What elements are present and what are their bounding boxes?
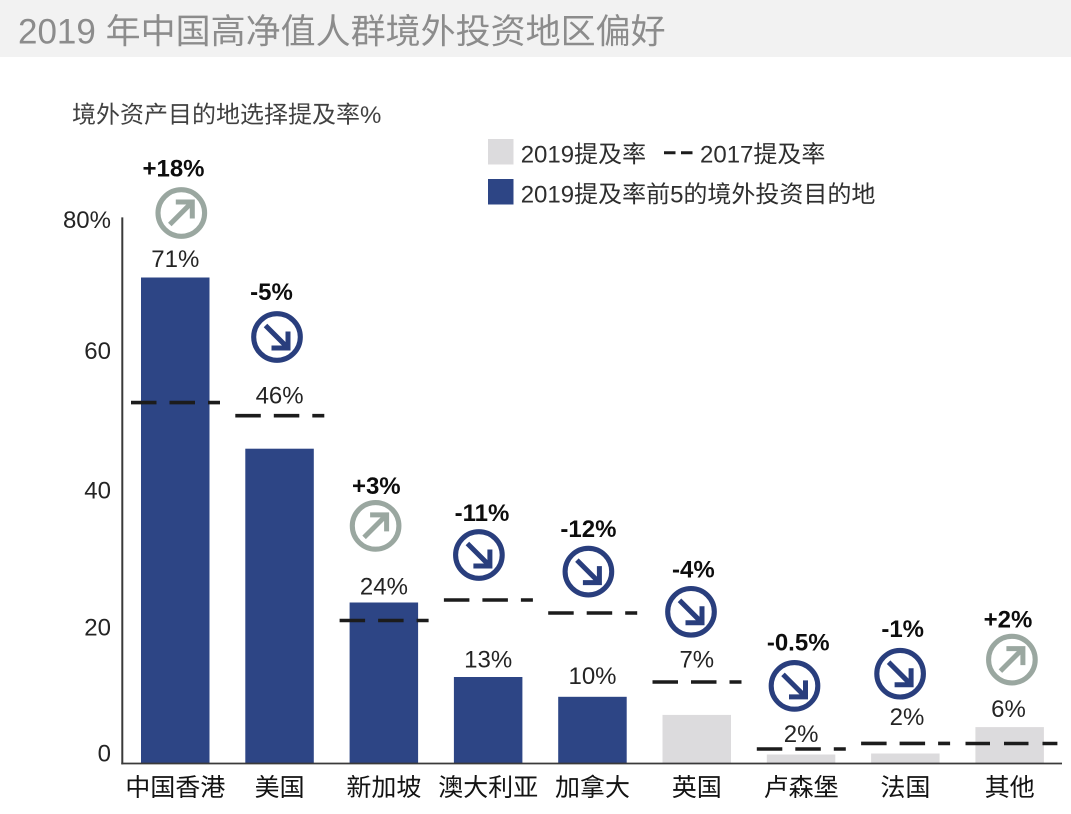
svg-text:10%: 10% (568, 663, 616, 690)
svg-text:2019: 2019 (18, 13, 96, 52)
svg-text:40: 40 (84, 478, 111, 505)
svg-text:7%: 7% (679, 647, 714, 674)
svg-text:2019: 2019 (521, 182, 574, 209)
svg-text:+2%: +2% (984, 607, 1033, 634)
svg-text:2%: 2% (890, 704, 925, 731)
svg-text:-12%: -12% (560, 516, 616, 543)
svg-text:80%: 80% (63, 207, 111, 234)
svg-text:71%: 71% (151, 246, 199, 273)
svg-text:2%: 2% (784, 721, 819, 748)
svg-text:+18%: +18% (142, 155, 204, 182)
svg-text:%: % (360, 102, 381, 129)
svg-text:60: 60 (84, 338, 111, 365)
svg-text:46%: 46% (256, 383, 304, 410)
svg-text:-11%: -11% (455, 500, 510, 527)
svg-text:5: 5 (670, 182, 683, 209)
svg-text:13%: 13% (464, 647, 512, 674)
svg-text:-4%: -4% (672, 556, 715, 583)
svg-text:20: 20 (84, 614, 111, 641)
svg-text:2019: 2019 (521, 142, 574, 169)
svg-text:0: 0 (98, 741, 111, 768)
svg-text:-0.5%: -0.5% (767, 629, 830, 656)
svg-text:+3%: +3% (352, 473, 401, 500)
svg-text:24%: 24% (360, 574, 408, 601)
svg-text:-5%: -5% (250, 279, 293, 306)
svg-text:6%: 6% (991, 696, 1026, 723)
svg-text:-1%: -1% (881, 616, 924, 643)
svg-text:2017: 2017 (700, 142, 753, 169)
